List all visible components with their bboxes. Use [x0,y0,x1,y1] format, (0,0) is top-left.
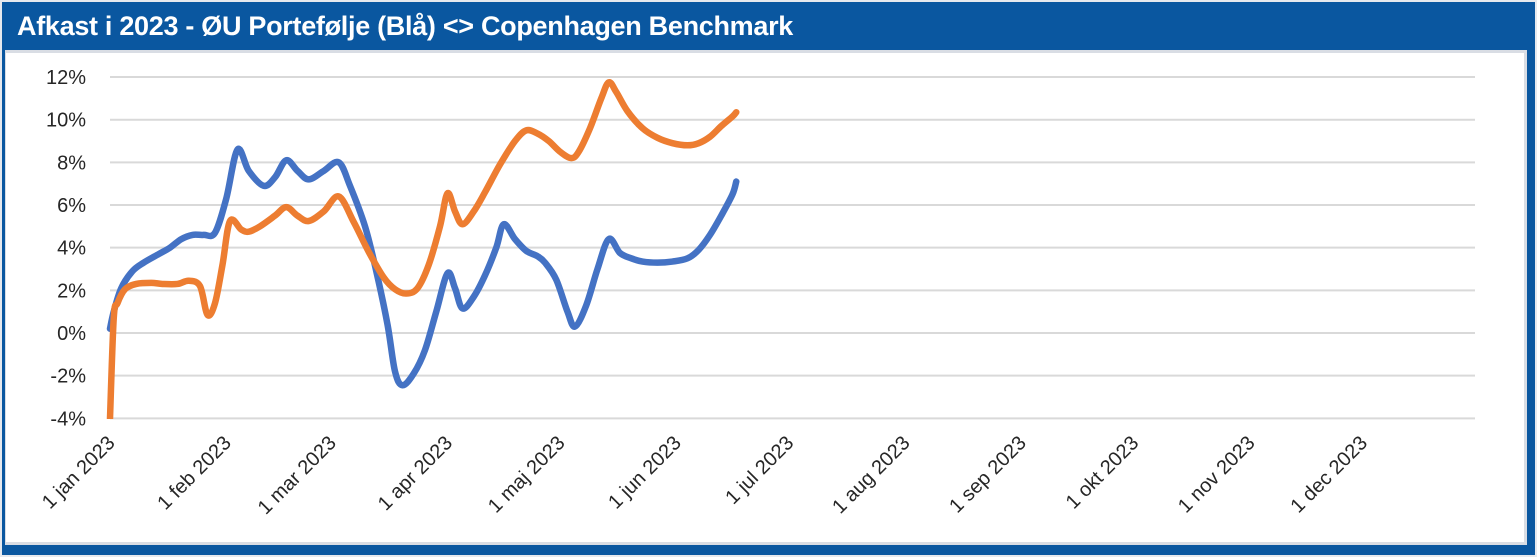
y-axis-tick-label: 12% [46,67,86,89]
y-axis-tick-label: 6% [57,195,86,217]
chart-panel[interactable]: 12% 10% 8% 6% 4% 2% 0% -2% -4% 1 jan 2023 1 feb 20… [5,50,1527,545]
x-axis-tick-label: 1 okt 2023 [1062,432,1144,514]
title-bar: Afkast i 2023 - ØU Portefølje (Blå) <> C… [2,2,1535,50]
x-axis-tick-label: 1 feb 2023 [153,432,235,514]
x-axis-tick-label: 1 jun 2023 [604,432,686,514]
y-axis-tick-label: 10% [46,110,86,132]
x-axis-tick-label: 1 nov 2023 [1174,432,1260,518]
x-axis-tick-label: 1 jan 2023 [38,432,120,514]
x-axis-tick-label: 1 aug 2023 [828,432,914,518]
y-axis-tick-label: 0% [57,323,86,345]
x-axis-tick-label: 1 sep 2023 [945,432,1031,518]
chart-svg[interactable]: 12% 10% 8% 6% 4% 2% 0% -2% -4%1 jan 2023 1 feb 20… [6,53,1524,542]
chart-title: Afkast i 2023 - ØU Portefølje (Blå) <> C… [17,10,794,41]
series-line-benchmark[interactable] [106,79,740,419]
series-line-portfolio[interactable] [106,145,740,389]
y-axis-tick-label: -2% [50,366,86,388]
x-axis-tick-label: 1 jul 2023 [721,432,798,509]
y-axis-tick-label: 8% [57,152,86,174]
x-axis-tick-label: 1 mar 2023 [254,432,341,519]
x-axis-tick-label: 1 maj 2023 [484,432,570,518]
y-axis-tick-label: 4% [57,238,86,260]
x-axis-tick-label: 1 apr 2023 [374,432,457,515]
y-axis-tick-label: -4% [50,408,86,430]
y-axis-tick-label: 2% [57,280,86,302]
x-axis-tick-label: 1 dec 2023 [1286,432,1372,518]
